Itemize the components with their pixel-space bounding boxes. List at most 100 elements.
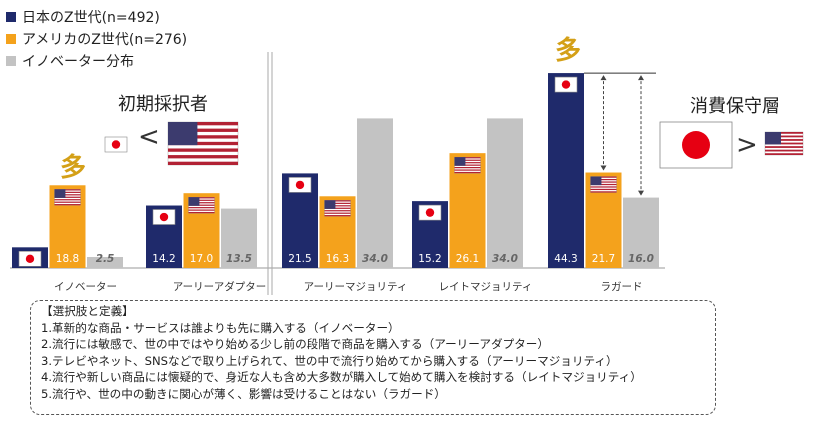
less-than-sign: < [138,122,160,152]
many-mark-innovator: 多 [60,153,87,183]
callout-flag-usa-left-stripe [168,122,238,126]
data-label-usa: 21.7 [592,253,615,265]
callout-flag-usa-left-stripe [168,161,238,165]
bar-flag-usa-stripe [188,209,215,211]
greater-than-sign: > [736,130,758,160]
legend-label-japan: 日本のZ世代(n=492) [22,10,160,26]
legend-label-usa: アメリカのZ世代(n=276) [22,32,188,48]
legend-item-usa: アメリカのZ世代(n=276) [6,28,187,50]
bar-flag-japan-disc [159,212,169,222]
legend-swatch-japan [6,12,16,22]
data-label-innovator-distribution: 16.0 [628,253,654,265]
bar-innovator-distribution [357,118,393,269]
bar-flag-usa-stripe [590,186,617,188]
callout-flag-japan-right-disc [682,131,710,159]
data-label-usa: 18.8 [56,253,79,265]
bar-flag-usa-stripe [590,191,617,193]
bar-flag-usa-stripe [590,176,617,178]
bar-flag-usa-stripe [324,207,351,209]
definition-line-5: 5.流行や、世の中の動きに関心が薄く、影響は受けることはない（ラガード） [41,386,446,401]
callout-flag-usa-left-stripe [168,148,238,152]
callout-flag-usa-left-stripe [168,135,238,139]
data-label-innovator-distribution: 2.5 [96,253,115,265]
callout-flag-usa-left-stripe [168,141,238,146]
bar-flag-usa-stripe [454,169,481,171]
bar-flag-usa-stripe [454,159,481,161]
data-label-innovator-distribution: 34.0 [492,253,518,265]
bar-flag-usa-stripe [324,200,351,202]
bar-flag-usa-stripe [188,211,215,214]
legend-label-innovator-distribution: イノベーター分布 [22,54,134,70]
definition-line-2: 2.流行には敏感で、世の中ではやり始める少し前の段階で商品を購入する（アーリーア… [41,337,549,352]
bar-flag-usa-stripe [54,201,81,203]
x-tick-label: イノベーター [54,281,117,293]
laggard-arrowhead-distribution-top [638,75,644,81]
x-tick-label: ラガード [601,281,643,293]
bar-flag-usa-stripe [454,171,481,174]
bar-flag-usa-stripe [54,191,81,193]
data-label-japan: 44.3 [554,253,577,265]
callout-flag-usa-right-stripe [765,132,803,134]
callout-flag-usa-right-stripe [765,135,803,138]
bar-flag-usa-stripe [324,205,351,207]
callout-flag-usa-right-stripe [765,149,803,152]
chart-canvas: 4.718.82.5イノベーター14.217.013.5アーリーアダプター21.… [10,52,804,295]
data-label-usa: 16.3 [326,253,349,265]
laggard-arrowhead-usa-bottom [600,165,607,171]
legend-item-innovator-distribution: イノベーター分布 [6,50,187,72]
laggard-arrowhead-distribution-bottom [638,190,644,196]
bar-flag-usa-stripe [54,199,81,201]
callout-flag-usa-left-canton [168,122,198,146]
laggard-arrowhead-usa-top [600,75,607,81]
bar-flag-usa-stripe [324,212,351,214]
callout-flag-usa-right-stripe [765,142,803,145]
bar-flag-japan-disc [561,80,571,89]
callout-flag-usa-left-stripe [168,155,238,159]
bar-flag-usa-stripe [188,207,215,209]
bar-flag-usa-stripe [54,194,81,196]
bar-flag-usa-stripe [590,188,617,191]
bar-innovator-distribution [623,197,659,268]
bar-japan [548,73,584,268]
legend-swatch-usa [6,34,16,44]
callout-flag-usa-right-canton [765,132,781,145]
bar-flag-usa-stripe [454,157,481,159]
x-tick-label: アーリーマジョリティ [304,281,408,293]
bar-flag-usa-stripe [590,181,617,183]
x-tick-label: レイトマジョリティ [439,281,533,293]
bar-innovator-distribution [221,208,257,268]
bar-innovator-distribution [487,118,523,269]
legend-item-japan: 日本のZ世代(n=492) [6,6,187,28]
bar-flag-japan-disc [25,254,35,264]
callout-flag-usa-right-stripe [765,153,803,155]
definition-line-1: 1.革新的な商品・サービスは誰よりも先に購入する（イノベーター） [41,320,400,335]
bar-flag-usa-stripe [324,215,351,217]
bar-flag-usa-stripe [188,204,215,206]
callout-flag-usa-right-stripe [765,146,803,148]
data-label-usa: 17.0 [190,253,213,265]
legend-swatch-innovator-distribution [6,56,16,66]
bar-flag-usa-stripe [54,189,81,191]
bar-flag-usa-stripe [590,178,617,181]
data-label-innovator-distribution: 34.0 [362,253,388,265]
bar-flag-usa-stripe [590,183,617,186]
callout-flag-usa-left-stripe [168,128,238,132]
bar-flag-usa-canton [324,200,336,209]
bar-flag-usa-stripe [454,164,481,166]
bar-flag-usa-stripe [188,197,215,199]
bar-flag-usa-canton [54,189,66,198]
definition-line-4: 4.流行や新しい商品には懐疑的で、身近な人も含め大多数が購入して始めて購入を検討… [41,370,642,385]
bar-flag-japan-disc [295,180,305,190]
bar-flag-usa-canton [454,157,466,166]
many-mark-laggard: 多 [555,36,582,66]
data-label-innovator-distribution: 13.5 [226,253,252,265]
bar-innovator-distribution [87,257,123,268]
bar-flag-usa-stripe [54,204,81,206]
early-adopters-title: 初期採択者 [118,94,208,115]
bar-flag-usa-stripe [188,199,215,201]
bar-flag-usa-stripe [324,202,351,204]
data-label-japan: 21.5 [288,253,311,265]
data-label-usa: 26.1 [456,253,479,265]
definitions-title: 【選択肢と定義】 [41,304,134,318]
bar-flag-usa-stripe [324,210,351,212]
